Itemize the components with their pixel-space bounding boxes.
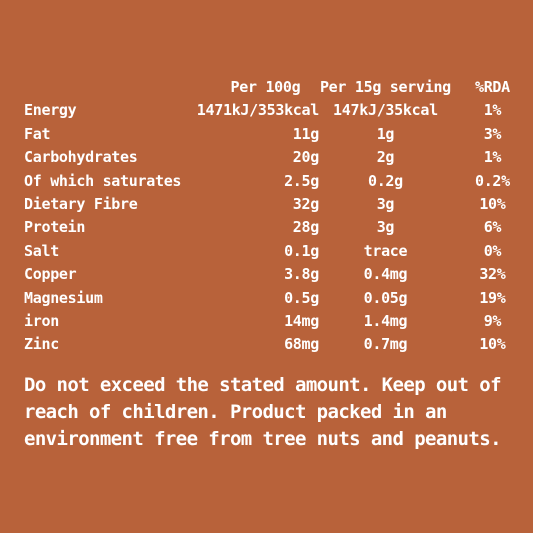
nutrient-name: Salt (24, 241, 59, 260)
nutrient-name: Carbohydrates (24, 148, 138, 167)
value-per-100g: 0.5g (284, 288, 319, 307)
table-row: Dietary Fibre 32g 3g 10% (24, 193, 533, 216)
value-per-100g: 20g (292, 148, 320, 167)
value-rda: 10% (479, 195, 506, 214)
value-per-serving: 0.4mg (363, 265, 408, 284)
value-per-100g: 14mg (284, 312, 319, 331)
table-row: Energy 1471kJ/353kcal 147kJ/35kcal 1% (24, 99, 533, 122)
allergy-warning-text: Do not exceed the stated amount. Keep ou… (24, 374, 502, 450)
nutrient-name: Of which saturates (24, 171, 182, 190)
nutrient-name: iron (24, 312, 59, 331)
value-per-100g: 3.8g (284, 265, 319, 284)
value-per-100g: 0.1g (284, 241, 319, 260)
value-per-serving: trace (363, 241, 408, 260)
nutrient-name: Fat (24, 124, 51, 143)
table-header-row: Per 100g Per 15g serving %RDA (24, 76, 533, 99)
table-row: Fat 11g 1g 3% (24, 123, 533, 146)
value-per-serving: 3g (376, 218, 395, 237)
value-per-serving: 1g (376, 124, 395, 143)
value-per-100g: 28g (292, 218, 320, 237)
value-rda: 6% (483, 218, 502, 237)
value-per-serving: 147kJ/35kcal (333, 101, 438, 120)
value-per-100g: 68mg (284, 335, 319, 354)
value-per-serving: 0.05g (363, 288, 408, 307)
value-per-100g: 11g (292, 124, 320, 143)
nutrient-name: Energy (24, 101, 77, 120)
value-rda: 3% (483, 124, 502, 143)
nutrition-table: Per 100g Per 15g serving %RDA Energy 147… (24, 76, 533, 357)
table-row: Salt 0.1g trace 0% (24, 240, 533, 263)
value-rda: 9% (483, 312, 502, 331)
header-rda: %RDA (474, 78, 510, 96)
value-per-100g: 1471kJ/353kcal (196, 101, 320, 120)
value-rda: 0.2% (474, 171, 510, 190)
value-rda: 10% (479, 335, 506, 354)
nutrient-name: Magnesium (24, 288, 103, 307)
value-rda: 1% (483, 148, 502, 167)
header-per-100g: Per 100g (230, 78, 301, 96)
nutrient-name: Dietary Fibre (24, 195, 138, 214)
value-per-serving: 1.4mg (363, 312, 408, 331)
value-per-serving: 0.7mg (363, 335, 408, 354)
value-per-100g: 2.5g (284, 171, 319, 190)
value-rda: 19% (479, 288, 506, 307)
table-row: Copper 3.8g 0.4mg 32% (24, 263, 533, 286)
table-row: iron 14mg 1.4mg 9% (24, 310, 533, 333)
nutrient-name: Copper (24, 265, 77, 284)
nutrient-name: Zinc (24, 335, 59, 354)
value-rda: 32% (479, 265, 506, 284)
value-rda: 0% (483, 241, 502, 260)
value-per-100g: 32g (292, 195, 320, 214)
nutrient-name: Protein (24, 218, 86, 237)
table-row: Protein 28g 3g 6% (24, 216, 533, 239)
value-rda: 1% (483, 101, 502, 120)
table-row: Of which saturates 2.5g 0.2g 0.2% (24, 170, 533, 193)
table-row: Zinc 68mg 0.7mg 10% (24, 333, 533, 356)
value-per-serving: 2g (376, 148, 395, 167)
header-per-serving: Per 15g serving (319, 78, 451, 96)
value-per-serving: 0.2g (367, 171, 403, 190)
header-nutrient (24, 76, 182, 99)
table-row: Carbohydrates 20g 2g 1% (24, 146, 533, 169)
table-row: Magnesium 0.5g 0.05g 19% (24, 287, 533, 310)
value-per-serving: 3g (376, 195, 395, 214)
